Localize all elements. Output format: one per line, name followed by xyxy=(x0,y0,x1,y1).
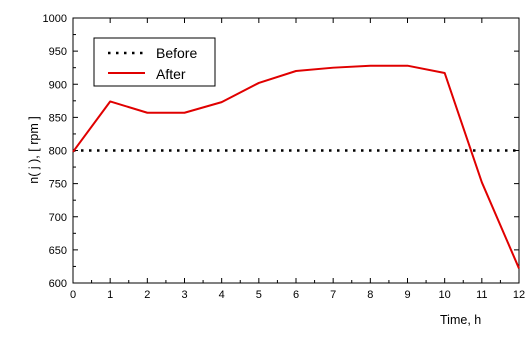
x-tick-label: 8 xyxy=(367,289,373,301)
legend: Before After xyxy=(93,37,216,87)
x-tick-label: 12 xyxy=(513,289,525,301)
tick-labels: 0 1 2 3 4 5 6 7 8 9 10 11 12600650700750800850900950… xyxy=(43,13,526,301)
y-tick-label: 750 xyxy=(49,179,67,191)
x-tick-label: 2 xyxy=(144,289,150,301)
y-tick-label: 650 xyxy=(49,245,67,257)
x-tick-label: 4 xyxy=(219,289,225,301)
legend-label-after: After xyxy=(156,66,186,82)
x-tick-label: 0 xyxy=(70,289,76,301)
y-tick-label: 600 xyxy=(49,278,67,290)
x-axis-label: Time, h xyxy=(440,313,481,327)
legend-box xyxy=(93,37,216,87)
legend-label-before: Before xyxy=(156,45,197,61)
x-tick-label: 10 xyxy=(439,289,451,301)
y-tick-label: 850 xyxy=(49,112,67,124)
series-layer xyxy=(72,64,520,269)
x-tick-label: 5 xyxy=(256,289,262,301)
y-tick-label: 1000 xyxy=(43,13,67,25)
y-tick-label: 800 xyxy=(49,146,67,158)
y-axis-label: n( j ), [ rpm ] xyxy=(27,116,41,183)
y-tick-label: 950 xyxy=(49,46,67,58)
y-tick-label: 900 xyxy=(49,79,67,91)
axis-ticks xyxy=(72,17,520,284)
y-tick-label: 700 xyxy=(49,212,67,224)
x-tick-label: 3 xyxy=(181,289,187,301)
series-line-after xyxy=(72,64,520,269)
x-tick-label: 7 xyxy=(330,289,336,301)
x-tick-label: 6 xyxy=(293,289,299,301)
x-tick-label: 1 xyxy=(107,289,113,301)
x-tick-label: 9 xyxy=(404,289,410,301)
x-tick-label: 11 xyxy=(476,289,487,301)
